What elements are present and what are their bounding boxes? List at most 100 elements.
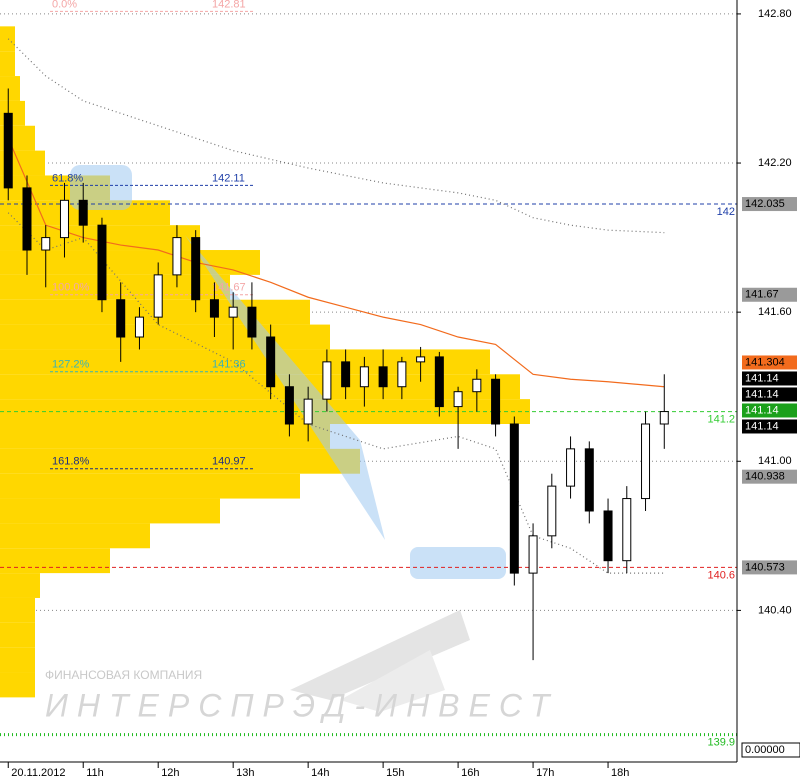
candle-body	[59, 199, 69, 239]
indicator-line	[7, 137, 665, 388]
logo-shape	[340, 650, 445, 712]
axis-layer: 142.80 142.20 141.60 141.00 140.40 20.11.2012…	[7, 8, 800, 779]
volume-profile-bar	[0, 26, 15, 52]
plot-layer: 0.0% 142.81 61.8% 142.11 100.0% 141.67 127.2% 1…	[0, 0, 737, 749]
price-box-label: 140.573	[745, 561, 785, 573]
price-box	[742, 355, 797, 370]
price-box	[742, 419, 797, 434]
volume-profile-bar	[0, 250, 260, 275]
price-box-label: 141.14	[745, 404, 779, 416]
volume-profile-bar	[0, 647, 35, 673]
highlight-box	[70, 165, 132, 210]
candle-body	[641, 423, 651, 500]
x-tick-label: 12h	[161, 767, 179, 779]
volume-profile-bar	[0, 672, 35, 698]
volume-profile-bar	[0, 473, 300, 499]
candle-body	[509, 423, 519, 574]
volume-profile-bar	[0, 374, 520, 400]
level-label: 141.2	[707, 413, 735, 425]
price-box	[742, 469, 797, 484]
candle-body	[397, 361, 407, 388]
level-label: 142	[717, 206, 735, 218]
candle-body	[359, 366, 369, 388]
price-box-label: 141.14	[745, 420, 779, 432]
candle-body	[603, 510, 613, 562]
volume-profile-bar	[0, 573, 40, 598]
price-box	[742, 197, 797, 212]
price-box	[742, 403, 797, 418]
candle-body	[247, 306, 257, 338]
volume-profile-bar	[0, 548, 110, 574]
price-box-label: 141.304	[745, 356, 785, 368]
fib-label: 161.8%	[52, 456, 90, 468]
candle-body	[116, 299, 126, 338]
fib-label: 61.8%	[52, 172, 83, 184]
x-tick-label: 13h	[236, 767, 254, 779]
indicator-label: 0.00000	[745, 744, 785, 756]
highlight-box	[410, 547, 506, 579]
candle-body	[453, 391, 463, 408]
candle-body	[416, 356, 426, 363]
fib-price: 140.97	[212, 456, 246, 468]
candle-body	[134, 316, 144, 338]
fib-label: 127.2%	[52, 359, 90, 371]
candle-body	[472, 378, 482, 393]
volume-profile-bar	[0, 597, 35, 623]
x-tick-label: 14h	[311, 767, 329, 779]
x-tick-label: 17h	[536, 767, 554, 779]
volume-profile-bar	[0, 76, 20, 101]
candle-body	[78, 199, 88, 226]
fib-label: 100.0%	[52, 282, 90, 294]
x-tick-label: 18h	[611, 767, 629, 779]
volume-profile-bar	[0, 51, 15, 77]
y-tick-label: 142.80	[758, 8, 792, 20]
price-box-label: 141.14	[745, 388, 779, 400]
candle-body	[584, 448, 594, 512]
candle-body	[322, 361, 332, 400]
candle-body	[41, 237, 51, 251]
price-box-label: 140.938	[745, 471, 785, 483]
candle-body	[266, 336, 276, 388]
candle-body	[547, 485, 557, 537]
candle-body	[153, 274, 163, 318]
volume-profile-bar	[0, 622, 35, 648]
x-tick-label: 20.11.2012	[11, 767, 65, 779]
candle-body	[172, 237, 182, 276]
candle-body	[22, 187, 32, 251]
candle-body	[659, 411, 669, 425]
y-tick-label: 142.20	[758, 157, 792, 169]
price-box	[742, 371, 797, 386]
volume-profile-bar	[0, 523, 150, 549]
fib-price: 142.11	[212, 172, 245, 184]
volume-profile-bar	[0, 349, 490, 375]
watermark-subtitle: ФИНАНСОВАЯ КОМПАНИЯ	[45, 668, 202, 682]
volume-profile-bar	[0, 324, 330, 350]
price-box	[742, 560, 797, 575]
candle-body	[566, 448, 576, 487]
x-tick-label: 15h	[386, 767, 404, 779]
candle-body	[97, 224, 107, 301]
watermark-title: ИНТЕРСПРЭД-ИНВЕСТ	[45, 687, 558, 723]
fib-label: 0.0%	[52, 0, 77, 10]
candle-body	[434, 356, 444, 408]
indicator-box	[741, 742, 800, 758]
y-tick-label: 141.60	[758, 306, 792, 318]
candle-body	[3, 112, 13, 189]
fib-price: 141.67	[212, 282, 246, 294]
candle-body	[191, 237, 201, 301]
candle-body	[284, 386, 294, 425]
x-tick-label: 16h	[461, 767, 479, 779]
candle-body	[209, 299, 219, 318]
x-tick-label: 11h	[86, 767, 104, 779]
candle-body	[228, 306, 238, 318]
level-label: 139.9	[707, 737, 735, 749]
y-tick-label: 140.40	[758, 604, 792, 616]
y-tick-label: 141.00	[758, 455, 792, 467]
price-box-label: 142.035	[745, 198, 785, 210]
candle-body	[528, 535, 538, 574]
candle-body	[341, 361, 351, 388]
volume-profile-bar	[0, 498, 220, 524]
level-label: 140.6	[707, 569, 735, 581]
